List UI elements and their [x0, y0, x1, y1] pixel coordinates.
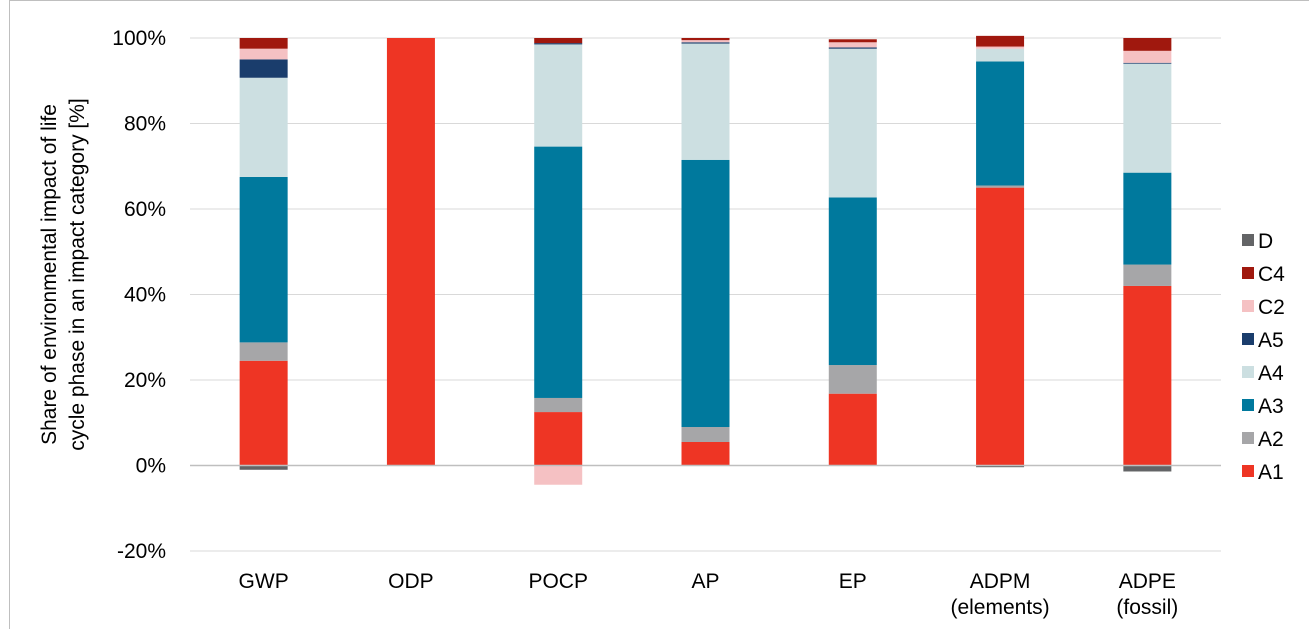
bar-segment-c2	[534, 465, 583, 485]
bar-segment-a3	[976, 61, 1025, 186]
bar-segment-a3	[239, 176, 288, 343]
bar-segment-a2	[828, 365, 877, 394]
bar-segment-a3	[534, 146, 583, 398]
legend-label-c2: C2	[1258, 296, 1285, 319]
bar-segment-a3	[1123, 172, 1172, 265]
legend-swatch-a4	[1242, 366, 1254, 378]
legend-label-c4: C4	[1258, 263, 1285, 286]
bar-segment-c4	[534, 38, 583, 44]
y-tick-label: 0%	[136, 455, 166, 478]
legend-label-a1: A1	[1258, 461, 1284, 484]
y-tick-label: 60%	[124, 198, 166, 221]
bars	[239, 35, 1172, 485]
bar-segment-c4	[828, 39, 877, 43]
bar-segment-c2	[1123, 50, 1172, 63]
bar-segment-a1	[386, 38, 435, 466]
bar-segment-c4	[239, 38, 288, 49]
legend-label-a5: A5	[1258, 329, 1284, 352]
y-tick-label: 20%	[124, 369, 166, 392]
bar-segment-a4	[681, 43, 730, 160]
x-category-label: ADPE	[1119, 570, 1176, 593]
x-category-label: (fossil)	[1116, 596, 1178, 619]
bar-segment-a4	[534, 44, 583, 147]
bar-segment-a5	[1123, 62, 1172, 64]
bar-segment-a2	[976, 185, 1025, 188]
bar-segment-c2	[239, 48, 288, 60]
x-category-label: (elements)	[950, 596, 1049, 619]
bar-segment-a5	[828, 47, 877, 49]
y-tick-label: 100%	[112, 27, 166, 50]
bar-segment-a4	[976, 48, 1025, 62]
y-tick-label: 80%	[124, 113, 166, 136]
bar-segment-c2	[976, 46, 1025, 49]
bar-segment-c4	[681, 38, 730, 41]
bar-segment-a4	[1123, 63, 1172, 173]
legend-swatch-a5	[1242, 333, 1254, 345]
bar-segment-a3	[828, 197, 877, 366]
legend-label-a3: A3	[1258, 395, 1284, 418]
legend-label-a2: A2	[1258, 428, 1284, 451]
y-axis-title-line: cycle phase in an impact category [%]	[66, 98, 89, 451]
legend-swatch-a3	[1242, 399, 1254, 411]
bar-segment-a1	[681, 441, 730, 466]
bar-segment-d	[1123, 465, 1172, 472]
bar-segment-a2	[239, 342, 288, 361]
bar-segment-c2	[828, 42, 877, 48]
bar-segment-a4	[239, 77, 288, 177]
chart-frame	[9, 0, 1309, 629]
bar-segment-c4	[976, 35, 1025, 47]
bar-segment-a5	[534, 43, 583, 45]
bar-segment-a2	[1123, 264, 1172, 286]
x-category-label: POCP	[528, 570, 588, 593]
bar-segment-c4	[1123, 38, 1172, 51]
y-axis-title-line: Share of environmental impact of life	[38, 104, 61, 445]
bar-segment-d	[239, 465, 288, 470]
bar-segment-a4	[828, 48, 877, 198]
legend: D C4 C2 A5 A4 A3 A2 A1	[1242, 230, 1285, 484]
legend-label-a4: A4	[1258, 362, 1284, 385]
legend-label-d: D	[1258, 230, 1273, 253]
legend-swatch-a2	[1242, 432, 1254, 444]
x-category-label: ADPM	[970, 570, 1031, 593]
legend-swatch-c2	[1242, 300, 1254, 312]
bar-segment-a1	[1123, 285, 1172, 466]
bar-segment-c2	[681, 40, 730, 43]
y-axis-tick-labels: -20% 0% 20% 40% 60% 80% 100%	[112, 27, 166, 563]
x-axis-category-labels: GWP ODP POCP AP EP ADPM (elements) ADPE (fossil)	[239, 570, 1179, 619]
bar-segment-a2	[534, 397, 583, 413]
x-category-label: AP	[691, 570, 719, 593]
x-category-label: GWP	[239, 570, 289, 593]
bar-segment-a1	[239, 360, 288, 466]
legend-swatch-a1	[1242, 465, 1254, 477]
bar-segment-a1	[534, 412, 583, 466]
legend-swatch-d	[1242, 234, 1254, 246]
y-tick-label: -20%	[117, 540, 166, 563]
x-category-label: EP	[839, 570, 867, 593]
bar-segment-a5	[239, 59, 288, 78]
legend-swatch-c4	[1242, 267, 1254, 279]
y-axis-title: Share of environmental impact of life cyc…	[38, 98, 89, 451]
bar-segment-a1	[976, 187, 1025, 466]
bar-segment-d	[976, 465, 1025, 468]
x-category-label: ODP	[388, 570, 434, 593]
y-tick-label: 40%	[124, 284, 166, 307]
bar-segment-a2	[681, 427, 730, 442]
bar-segment-a5	[681, 42, 730, 44]
bar-segment-a1	[828, 393, 877, 466]
bar-segment-a3	[681, 159, 730, 428]
